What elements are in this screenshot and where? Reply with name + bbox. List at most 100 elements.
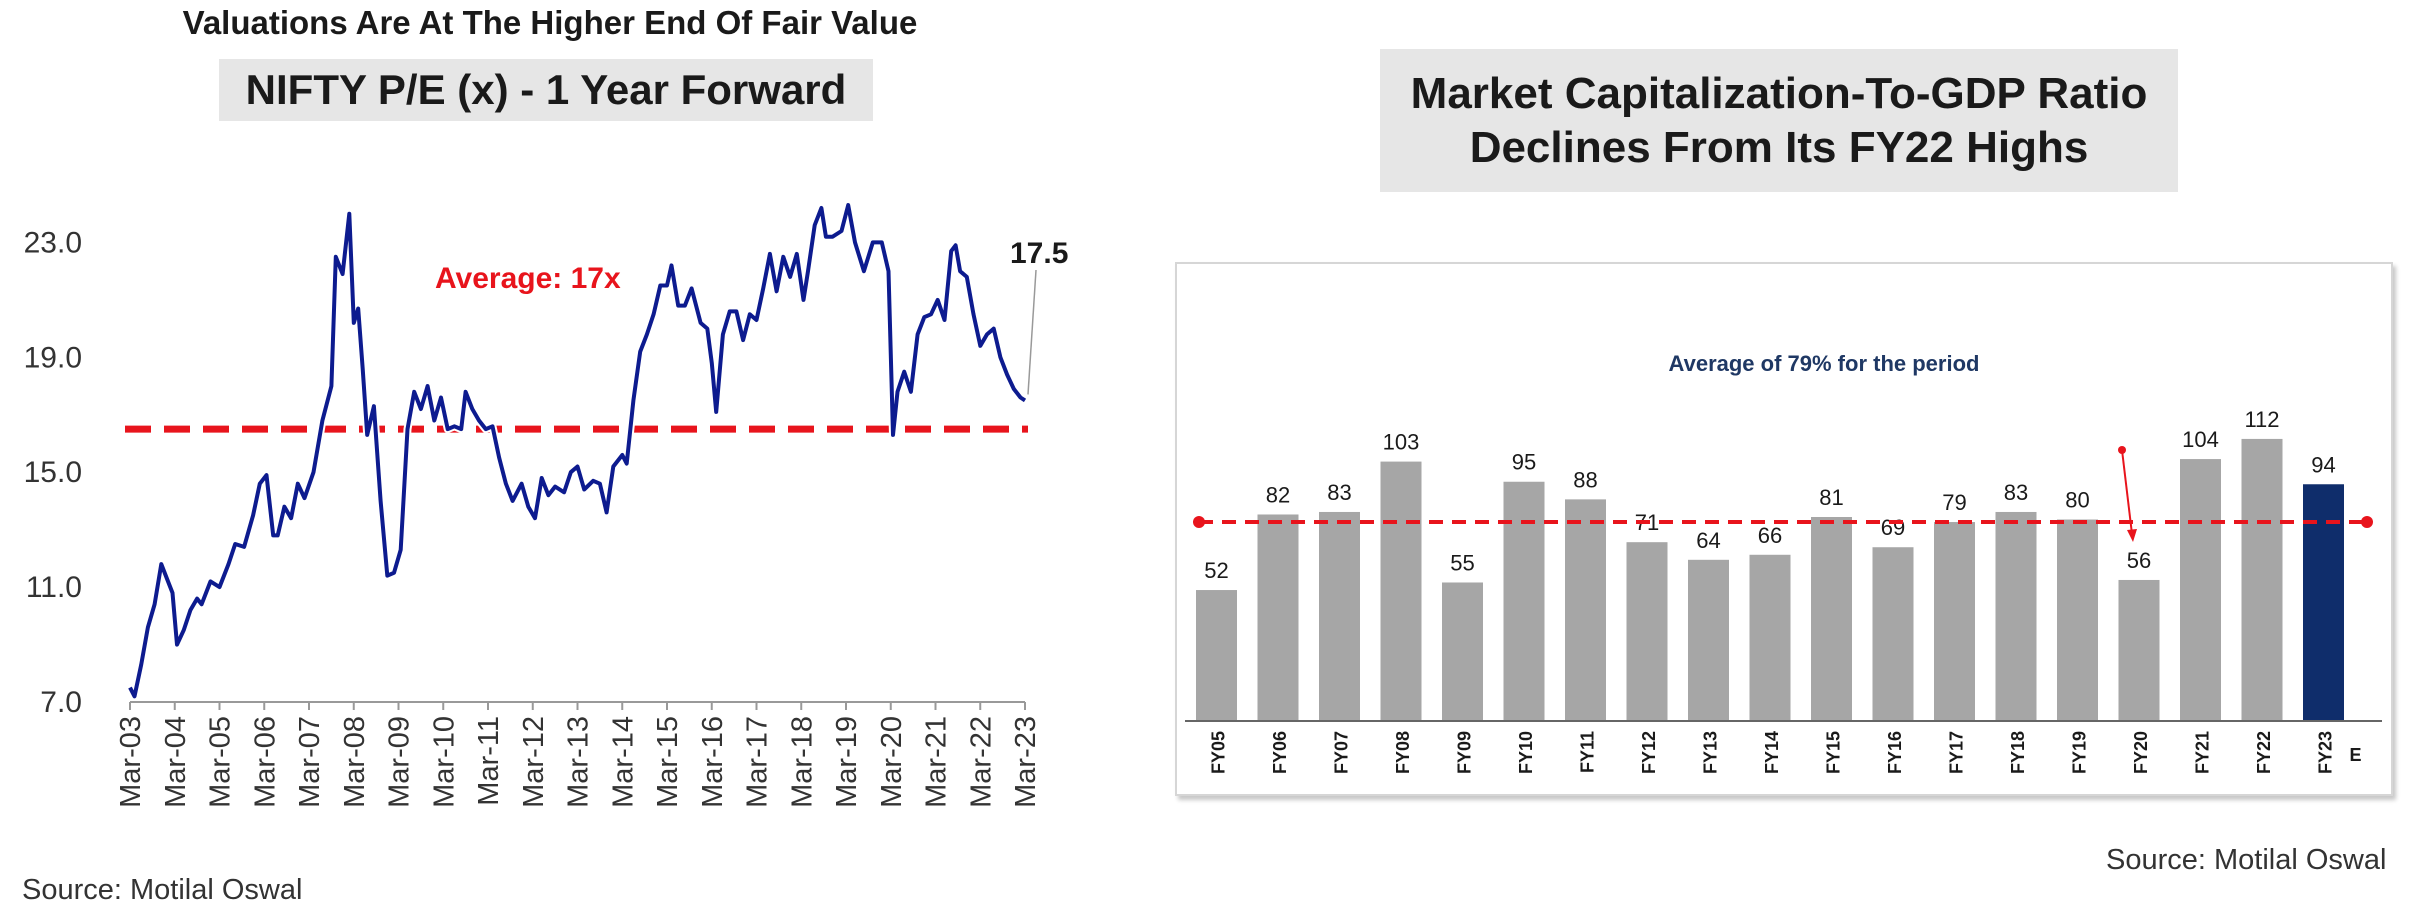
mcap-bar-fy23e bbox=[2303, 484, 2344, 721]
mcap-bars bbox=[1196, 438, 2344, 721]
mcap-category-fy07: FY07 bbox=[1332, 731, 1352, 774]
pe-x-tick-0: Mar-03 bbox=[115, 716, 147, 808]
mcap-category-labels: FY05 FY06 FY07 FY08 FY09 FY10 FY11 FY12 FY13 FY14… bbox=[1209, 731, 2362, 774]
mcap-bar-fy10 bbox=[1503, 481, 1545, 721]
mcap-category-fy18: FY18 bbox=[2008, 731, 2028, 774]
mcap-bar-fy11 bbox=[1565, 499, 1606, 721]
pe-x-tick-6: Mar-09 bbox=[384, 716, 416, 808]
mcap-category-fy05: FY05 bbox=[1209, 731, 1229, 774]
mcap-bar-fy22 bbox=[2241, 438, 2283, 721]
mcap-annotation-arrow-dot bbox=[2118, 446, 2126, 454]
pe-x-tick-7: Mar-10 bbox=[428, 716, 460, 808]
pe-x-tick-10: Mar-13 bbox=[563, 716, 595, 808]
mcap-category-fy22: FY22 bbox=[2254, 731, 2274, 774]
mcap-bar-fy06 bbox=[1257, 514, 1299, 721]
pe-x-tick-14: Mar-17 bbox=[742, 716, 774, 808]
mcap-bar-fy18 bbox=[1995, 511, 2037, 721]
mcap-value-fy22: 112 bbox=[2244, 407, 2279, 432]
mcap-category-fy06: FY06 bbox=[1270, 731, 1290, 774]
mcap-category-fy10: FY10 bbox=[1516, 731, 1536, 774]
pe-end-value-label: 17.5 bbox=[1010, 237, 1068, 270]
mcap-value-fy17: 79 bbox=[1942, 490, 1966, 515]
pe-y-tick-3: 19.0 bbox=[24, 341, 82, 374]
pe-x-tick-11: Mar-14 bbox=[607, 716, 639, 808]
mcap-category-fy09: FY09 bbox=[1455, 731, 1475, 774]
mcap-category-fy13: FY13 bbox=[1701, 731, 1721, 774]
mcap-bar-fy05 bbox=[1196, 590, 1237, 721]
mcap-value-fy15: 81 bbox=[1819, 485, 1843, 510]
mcap-category-fy14: FY14 bbox=[1762, 731, 1782, 774]
pe-y-tick-4: 23.0 bbox=[24, 226, 82, 259]
mcap-category-fy20: FY20 bbox=[2131, 731, 2151, 774]
pe-x-tick-18: Mar-21 bbox=[921, 716, 953, 808]
mcap-chart-panel: Average of 79% for the period 52 82 83 103 5… bbox=[1175, 262, 2393, 796]
headline: Valuations Are At The Higher End Of Fair… bbox=[182, 4, 918, 41]
pe-x-tick-1: Mar-04 bbox=[160, 716, 192, 808]
mcap-value-fy21: 104 bbox=[2182, 427, 2219, 452]
pe-x-tick-9: Mar-12 bbox=[518, 716, 550, 808]
mcap-category-fy23e-suffix: E bbox=[2350, 745, 2362, 765]
pe-x-tick-4: Mar-07 bbox=[294, 716, 326, 808]
mcap-chart-title: Market Capitalization-To-GDP Ratio Decli… bbox=[1380, 49, 2178, 192]
mcap-annotation-arrow-head bbox=[2127, 529, 2137, 542]
mcap-title-line-2: Declines From Its FY22 Highs bbox=[1469, 122, 2089, 172]
mcap-category-fy16: FY16 bbox=[1885, 731, 1905, 774]
mcap-value-fy09: 55 bbox=[1450, 550, 1474, 575]
pe-y-tick-2: 15.0 bbox=[24, 456, 82, 489]
pe-x-tick-3: Mar-06 bbox=[249, 716, 281, 808]
mcap-value-fy16: 69 bbox=[1881, 515, 1905, 540]
pe-y-tick-labels: 7.0 11.0 15.0 19.0 23.0 bbox=[24, 226, 82, 719]
mcap-average-end-dot bbox=[2361, 516, 2373, 529]
mcap-category-fy12: FY12 bbox=[1639, 731, 1659, 774]
pe-x-tick-2: Mar-05 bbox=[205, 716, 237, 808]
mcap-value-fy19: 80 bbox=[2065, 488, 2089, 513]
pe-x-tick-labels: Mar-03 Mar-04 Mar-05 Mar-06 Mar-07 Mar-08 Mar-… bbox=[115, 716, 1042, 808]
mcap-bar-fy13 bbox=[1688, 559, 1729, 721]
pe-x-tick-12: Mar-15 bbox=[652, 716, 684, 808]
mcap-bar-fy07 bbox=[1319, 511, 1360, 721]
pe-x-tick-16: Mar-19 bbox=[831, 716, 863, 808]
mcap-value-fy06: 82 bbox=[1266, 482, 1290, 507]
pe-x-tick-marks bbox=[129, 702, 1026, 710]
pe-end-label-leader bbox=[1027, 269, 1037, 395]
mcap-value-fy05: 52 bbox=[1204, 558, 1228, 583]
mcap-category-fy17: FY17 bbox=[1947, 731, 1967, 774]
mcap-category-fy11: FY11 bbox=[1578, 731, 1598, 773]
mcap-value-fy13: 64 bbox=[1696, 528, 1720, 553]
pe-series-line bbox=[128, 203, 1027, 699]
pe-y-tick-0: 7.0 bbox=[40, 686, 82, 719]
mcap-bar-fy16 bbox=[1872, 547, 1914, 721]
mcap-bar-fy19 bbox=[2057, 519, 2098, 721]
mcap-category-fy23e: FY23 bbox=[2316, 731, 2336, 774]
pe-chart-title: NIFTY P/E (x) - 1 Year Forward bbox=[219, 59, 873, 121]
mcap-bar-fy12 bbox=[1626, 542, 1668, 721]
pe-line-chart: 7.011.015.019.023.0 Mar-03 Mar-04 Mar-05 Ma… bbox=[24, 201, 1068, 808]
mcap-bar-fy20 bbox=[2118, 579, 2160, 721]
mcap-average-label: Average of 79% for the period bbox=[1669, 351, 1980, 376]
pe-x-tick-13: Mar-16 bbox=[697, 716, 729, 808]
mcap-value-fy07: 83 bbox=[1327, 480, 1351, 505]
mcap-value-fy11: 88 bbox=[1573, 467, 1597, 492]
pe-x-tick-19: Mar-22 bbox=[965, 716, 997, 808]
mcap-bar-fy14 bbox=[1749, 554, 1791, 721]
pe-x-tick-20: Mar-23 bbox=[1010, 716, 1042, 808]
mcap-value-fy18: 83 bbox=[2004, 480, 2028, 505]
mcap-average-start-dot bbox=[1193, 516, 1205, 529]
pe-average-label: Average: 17x bbox=[435, 262, 621, 295]
left-source-note: Source: Motilal Oswal bbox=[22, 874, 303, 906]
mcap-category-fy15: FY15 bbox=[1824, 731, 1844, 774]
mcap-bar-fy09 bbox=[1442, 582, 1483, 721]
mcap-value-fy14: 66 bbox=[1758, 523, 1782, 548]
mcap-value-fy08: 103 bbox=[1383, 430, 1420, 455]
mcap-annotation-arrow bbox=[2121, 449, 2133, 535]
mcap-category-fy08: FY08 bbox=[1393, 731, 1413, 774]
mcap-bar-chart: Average of 79% for the period 52 82 83 103 5… bbox=[1185, 351, 2382, 774]
mcap-value-fy20: 56 bbox=[2127, 548, 2151, 573]
mcap-value-fy10: 95 bbox=[1512, 450, 1536, 475]
mcap-bar-fy17 bbox=[1934, 522, 1975, 721]
mcap-value-fy23e: 94 bbox=[2311, 452, 2335, 477]
pe-x-tick-5: Mar-08 bbox=[339, 716, 371, 808]
pe-y-tick-1: 11.0 bbox=[26, 571, 82, 604]
mcap-category-fy19: FY19 bbox=[2070, 731, 2090, 774]
